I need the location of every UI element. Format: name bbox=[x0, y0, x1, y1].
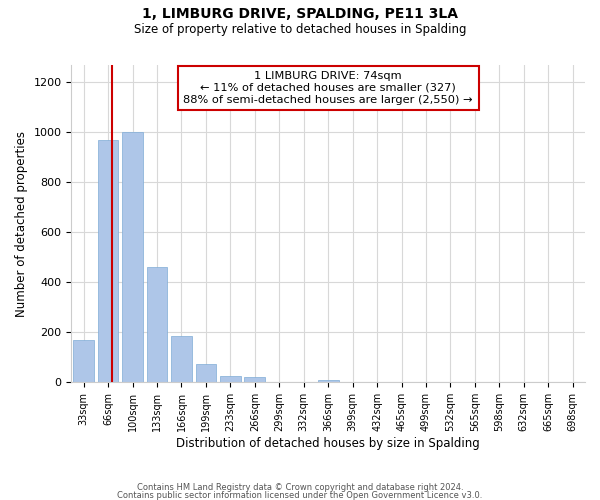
Bar bbox=[318, 380, 338, 382]
Bar bbox=[73, 340, 94, 382]
Bar bbox=[98, 140, 118, 382]
Y-axis label: Number of detached properties: Number of detached properties bbox=[15, 130, 28, 316]
X-axis label: Distribution of detached houses by size in Spalding: Distribution of detached houses by size … bbox=[176, 437, 480, 450]
Text: Contains public sector information licensed under the Open Government Licence v3: Contains public sector information licen… bbox=[118, 490, 482, 500]
Bar bbox=[244, 378, 265, 382]
Text: 1, LIMBURG DRIVE, SPALDING, PE11 3LA: 1, LIMBURG DRIVE, SPALDING, PE11 3LA bbox=[142, 8, 458, 22]
Bar bbox=[171, 336, 192, 382]
Text: Size of property relative to detached houses in Spalding: Size of property relative to detached ho… bbox=[134, 22, 466, 36]
Bar bbox=[220, 376, 241, 382]
Bar bbox=[196, 364, 217, 382]
Text: Contains HM Land Registry data © Crown copyright and database right 2024.: Contains HM Land Registry data © Crown c… bbox=[137, 484, 463, 492]
Bar bbox=[146, 268, 167, 382]
Bar bbox=[122, 132, 143, 382]
Text: 1 LIMBURG DRIVE: 74sqm
← 11% of detached houses are smaller (327)
88% of semi-de: 1 LIMBURG DRIVE: 74sqm ← 11% of detached… bbox=[184, 72, 473, 104]
